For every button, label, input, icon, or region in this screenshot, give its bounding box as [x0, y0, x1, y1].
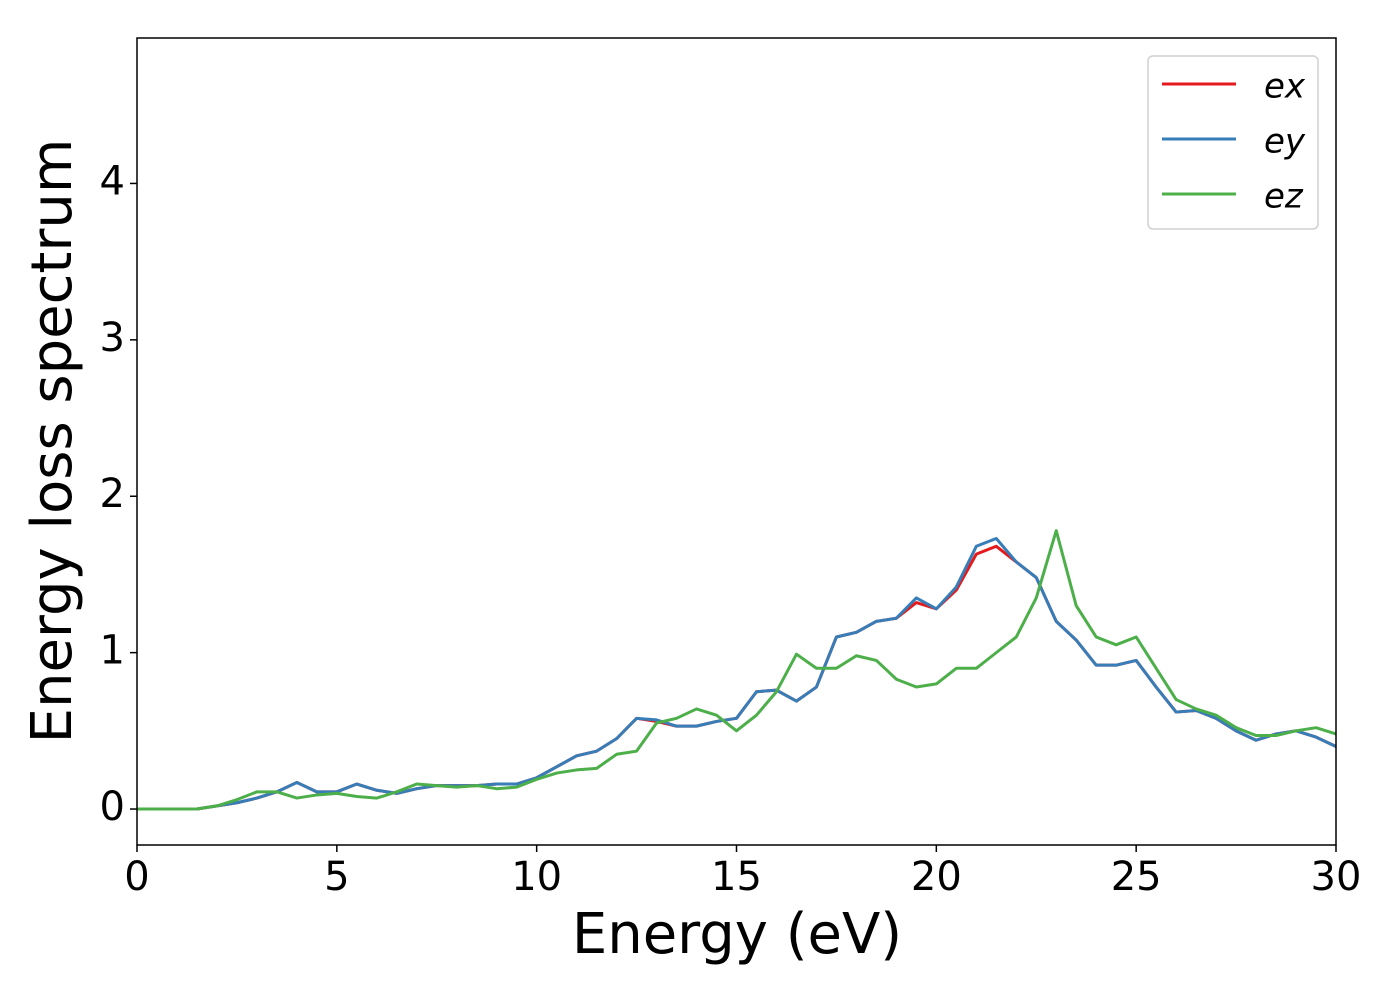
- x-tick-label: 15: [711, 854, 762, 900]
- x-tick-label: 5: [324, 854, 349, 900]
- legend-box: [1147, 55, 1319, 230]
- series-line: [137, 536, 1337, 811]
- legend-label: ey: [1264, 122, 1306, 162]
- legend-label: ex: [1264, 67, 1306, 107]
- y-axis-label: Energy loss spectrum: [20, 139, 85, 744]
- x-tick-label: 20: [911, 854, 962, 900]
- legend-label: ez: [1264, 177, 1304, 217]
- series-line: [137, 544, 1337, 811]
- series-line: [137, 529, 1337, 811]
- y-tick-label: 0: [100, 784, 125, 830]
- x-tick-label: 10: [511, 854, 562, 900]
- y-tick-label: 2: [100, 471, 125, 517]
- plot-frame: [136, 37, 1337, 846]
- y-tick-label: 4: [100, 158, 125, 204]
- x-tick-label: 0: [124, 854, 149, 900]
- y-tick-label: 3: [100, 315, 125, 361]
- y-tick-label: 1: [100, 628, 125, 674]
- x-tick-label: 30: [1311, 854, 1362, 900]
- x-tick-label: 25: [1111, 854, 1162, 900]
- x-axis-label: Energy (eV): [572, 902, 902, 967]
